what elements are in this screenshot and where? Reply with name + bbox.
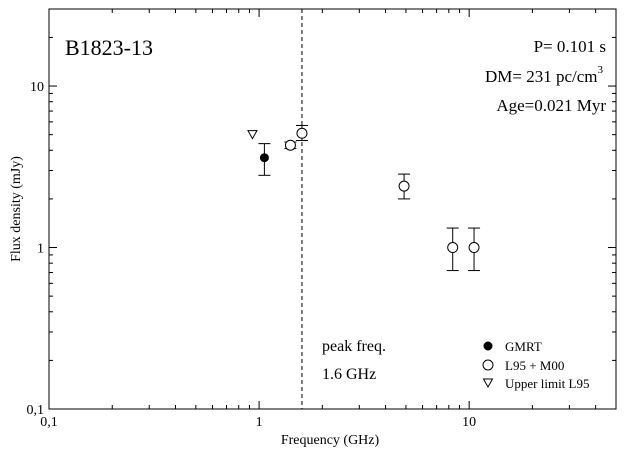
dm-annotation: DM= 231 pc/cm3 [485,64,604,86]
data-point [297,128,307,138]
y-tick-label: 1 [37,242,44,257]
data-point [448,243,458,253]
legend-label: GMRT [505,339,542,354]
dm-annotation-main: DM= 231 pc/cm [485,67,598,86]
x-tick-label: 1 [256,415,263,430]
legend-entry: L95 + M00 [483,358,564,373]
data-point [399,181,409,191]
age-annotation: Age=0.021 Myr [496,96,606,115]
series-l95-m00 [284,125,480,270]
series-gmrt [258,144,270,176]
peak-label-line1: peak freq. [322,338,386,355]
data-point [285,140,295,150]
legend: GMRT L95 + M00 Upper limit L95 [483,339,590,391]
legend-label: L95 + M00 [505,358,564,373]
legend-entry: GMRT [484,339,542,354]
dm-annotation-superscript: 3 [598,64,604,76]
chart-title: B1823-13 [65,35,153,60]
legend-marker [484,379,493,387]
y-tick-label: 0,1 [27,403,45,418]
period-annotation: P= 0.101 s [534,37,606,56]
x-axis-label: Frequency (GHz) [281,433,380,448]
data-point [260,154,268,162]
legend-entry: Upper limit L95 [484,376,590,391]
legend-marker [484,342,492,350]
data-points [248,125,480,270]
data-point [469,243,479,253]
legend-label: Upper limit L95 [505,376,590,391]
legend-marker [483,360,493,370]
data-point [248,131,257,139]
series-upper-limit-l95 [248,131,257,139]
x-tick-label: 10 [462,415,476,430]
y-axis-label: Flux density (mJy) [9,156,24,262]
y-tick-label: 10 [30,80,44,95]
peak-label-line2: 1.6 GHz [322,366,376,383]
